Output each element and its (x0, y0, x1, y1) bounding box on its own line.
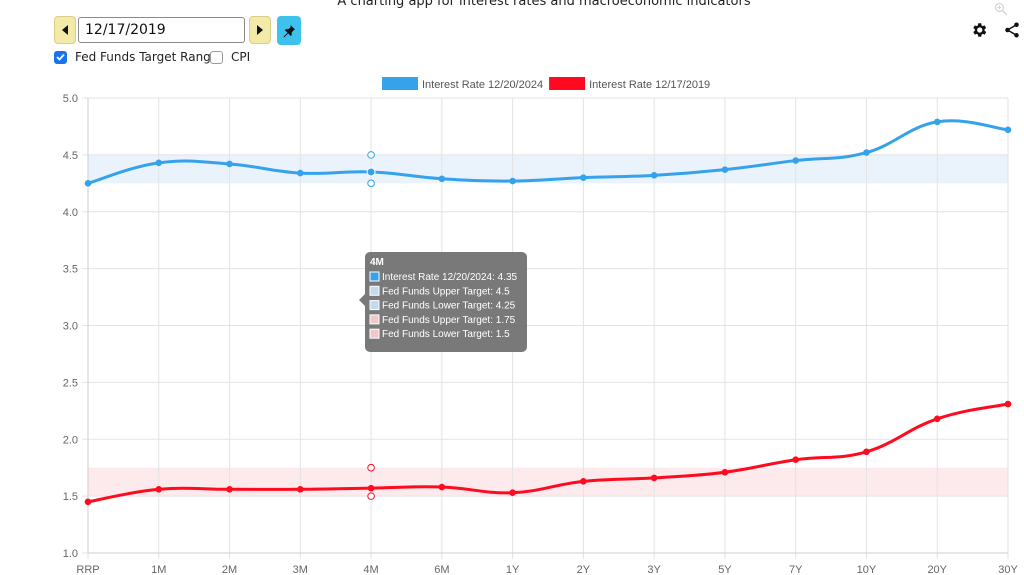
data-point (1004, 400, 1012, 408)
target-marker (367, 179, 375, 188)
tooltip-box (365, 252, 527, 352)
fed-funds-label: Fed Funds Target Range (75, 50, 219, 64)
tooltip-line: Interest Rate 12/20/2024: 4.35 (382, 272, 518, 283)
x-tick-label: 3M (293, 564, 308, 575)
data-point (155, 159, 163, 167)
target-marker (367, 463, 375, 472)
x-tick-label: 5Y (718, 564, 732, 575)
x-tick-label: 1M (151, 564, 166, 575)
pin-button[interactable] (277, 16, 301, 45)
x-tick-label: 7Y (789, 564, 803, 575)
y-tick-label: 2.0 (63, 434, 78, 446)
tooltip-swatch (369, 271, 380, 282)
y-tick-label: 1.5 (63, 491, 78, 503)
x-tick-label: 2Y (577, 564, 591, 575)
data-point (367, 484, 375, 492)
data-point (792, 157, 799, 164)
data-point (84, 498, 92, 506)
x-tick-label: 1Y (506, 564, 520, 575)
data-point (1004, 126, 1012, 134)
y-tick-label: 3.0 (63, 321, 78, 333)
date-input[interactable] (78, 17, 245, 43)
tooltip-line: Fed Funds Upper Target: 4.5 (382, 286, 510, 297)
data-point (863, 448, 870, 456)
x-tick-label: 20Y (927, 564, 947, 575)
data-point (155, 486, 163, 493)
tooltip-line: Fed Funds Lower Target: 1.5 (382, 329, 510, 340)
data-point (580, 174, 587, 181)
data-point (297, 169, 304, 177)
tooltip-swatch (369, 300, 380, 311)
data-point (580, 478, 587, 485)
x-tick-label: 6M (434, 564, 449, 575)
data-point (721, 468, 729, 476)
y-tick-label: 4.5 (63, 150, 78, 162)
tooltip-swatch (369, 328, 380, 339)
data-point (226, 486, 233, 493)
data-point (226, 160, 233, 168)
data-point (650, 172, 658, 179)
zoom-icon[interactable] (994, 2, 1008, 16)
legend-swatch (549, 77, 586, 90)
tooltip-line: Fed Funds Lower Target: 4.25 (382, 301, 516, 312)
x-tick-label: 2M (222, 564, 237, 575)
cpi-label: CPI (231, 50, 251, 64)
tooltip-caret (359, 294, 365, 306)
tooltip-swatch (369, 285, 380, 296)
y-tick-label: 5.0 (63, 93, 78, 105)
yield-curve-chart: 1.0 1.5 2.0 2.5 3.0 3.5 4.0 4.5 5.0 RRP 1M 2M 3M 4M 6… (63, 77, 1018, 575)
share-icon[interactable] (1003, 21, 1021, 39)
data-point (650, 474, 658, 482)
data-point (509, 177, 516, 185)
tooltip-swatch (369, 314, 380, 325)
x-tick-label: RRP (76, 564, 99, 575)
target-marker (367, 151, 375, 159)
y-tick-label: 3.5 (63, 264, 78, 276)
x-tick-label: 4M (363, 564, 378, 575)
y-tick-label: 4.0 (63, 207, 78, 219)
data-point (863, 149, 870, 156)
series-line (87, 402, 1009, 504)
checkmark-icon (56, 53, 65, 61)
data-point (933, 118, 941, 126)
data-point (438, 175, 446, 183)
x-tick-label: 3Y (647, 564, 661, 575)
data-point (933, 415, 941, 423)
cpi-checkbox[interactable] (210, 50, 223, 64)
target-range-band (88, 467, 1008, 497)
legend-label: Interest Rate 12/17/2019 (589, 79, 710, 91)
pin-icon (283, 24, 295, 37)
fed-funds-toggle[interactable]: Fed Funds Target Range (54, 48, 218, 66)
data-point (792, 456, 799, 464)
x-tick-label: 10Y (857, 564, 877, 575)
next-date-button[interactable] (249, 16, 271, 44)
gear-icon[interactable] (970, 21, 988, 39)
x-tick-label: 30Y (998, 564, 1018, 575)
data-point (297, 486, 304, 493)
y-tick-label: 2.5 (63, 377, 78, 389)
tooltip-line: Fed Funds Upper Target: 1.75 (382, 315, 516, 326)
caret-left-icon (62, 25, 68, 35)
tooltip-title: 4M (370, 257, 384, 268)
target-marker (367, 492, 375, 500)
legend-swatch (382, 77, 418, 90)
data-point (84, 180, 92, 187)
legend-label: Interest Rate 12/20/2024 (422, 79, 543, 91)
app-subtitle: A charting app for interest rates and ma… (337, 0, 751, 9)
previous-date-button[interactable] (54, 16, 76, 44)
cpi-toggle[interactable]: CPI (210, 48, 250, 66)
fed-funds-checkbox[interactable] (54, 50, 67, 64)
y-tick-label: 1.0 (63, 548, 78, 560)
caret-right-icon (257, 25, 263, 35)
hover-point (366, 167, 376, 177)
data-point (438, 483, 446, 491)
data-point (509, 489, 516, 497)
data-point (721, 166, 729, 173)
